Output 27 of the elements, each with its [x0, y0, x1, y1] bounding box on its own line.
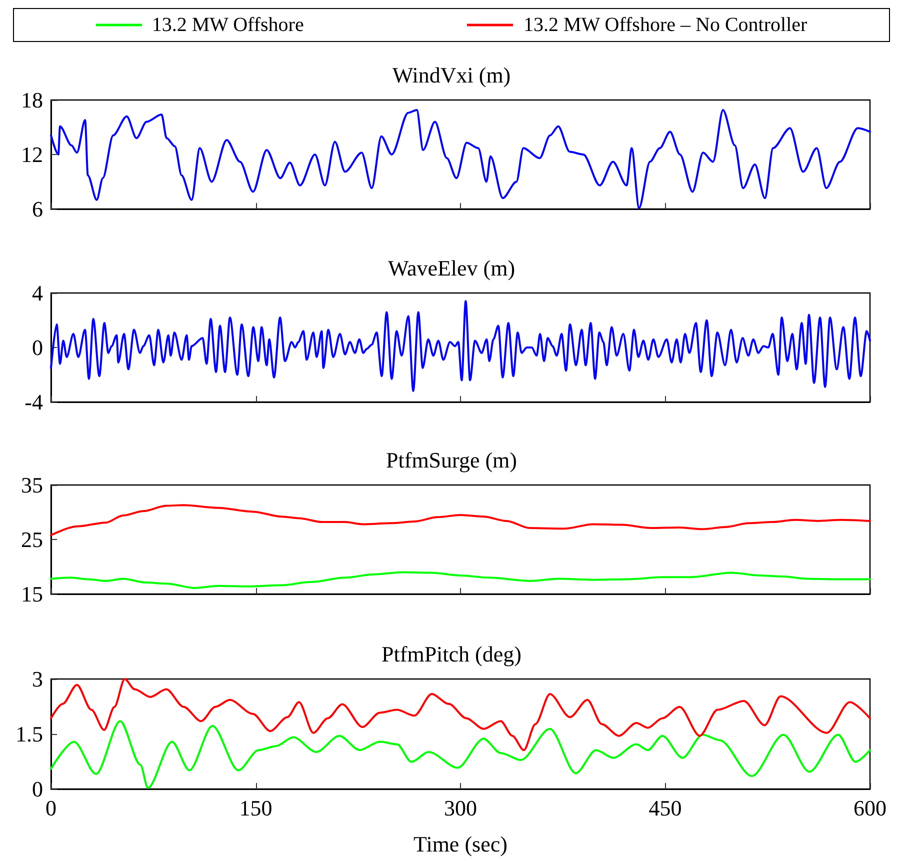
y-tick-label: 0: [32, 335, 43, 360]
line-series: [50, 504, 871, 536]
line-series: [50, 571, 871, 590]
legend-label: 13.2 MW Offshore – No Controller: [523, 14, 808, 36]
chart-title: PtfmSurge (m): [386, 448, 517, 472]
y-tick-label: 3: [32, 666, 43, 692]
x-tick-label: 150: [239, 796, 272, 820]
y-tick-label: 15: [21, 582, 43, 606]
y-tick-label: 1.5: [16, 722, 43, 746]
y-tick-label: 18: [21, 88, 43, 112]
x-axis-title: Time (sec): [414, 832, 508, 856]
x-tick-label: 450: [648, 796, 682, 820]
x-tick-label: 600: [854, 796, 886, 820]
y-tick-label: 25: [21, 527, 43, 552]
legend-label: 13.2 MW Offshore: [152, 14, 304, 36]
y-tick-label: 4: [32, 280, 43, 306]
y-tick-label: -4: [24, 390, 43, 414]
line-series: [50, 300, 871, 392]
line-series: [50, 678, 871, 752]
chart-title: PtfmPitch (deg): [382, 642, 522, 666]
chart-title: WaveElev (m): [388, 256, 516, 280]
y-tick-label: 6: [32, 196, 43, 222]
y-tick-label: 12: [21, 142, 43, 167]
chart-title: WindVxi (m): [392, 62, 511, 88]
x-tick-label: 300: [444, 796, 477, 820]
y-tick-label: 0: [32, 776, 43, 802]
y-tick-label: 35: [21, 472, 43, 498]
